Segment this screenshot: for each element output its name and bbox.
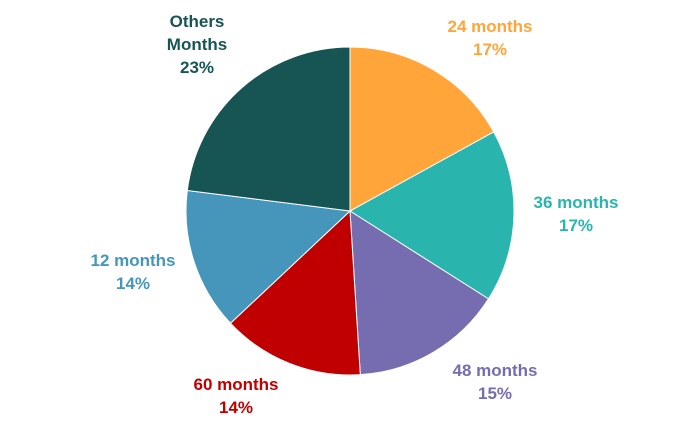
slice-label-line: 48 months: [452, 361, 537, 380]
pie-labels: 24 months 17% 36 months 17% 48 months 15% 60 m…: [90, 12, 618, 417]
slice-label-line: Months: [167, 35, 227, 54]
slice-label-48-months: 48 months 15%: [452, 361, 537, 403]
pie-slice-48-months: [349, 210, 490, 376]
slice-label-line: 17%: [473, 40, 507, 59]
pie-slice-36-months: [349, 131, 515, 300]
slice-label-36-months: 36 months 17%: [533, 193, 618, 235]
slice-label-line: 14%: [219, 398, 253, 417]
pie-slice-12-months: [185, 189, 352, 324]
slice-label-line: Others: [170, 12, 225, 31]
slice-label-line: 60 months: [193, 375, 278, 394]
slice-label-line: 12 months: [90, 251, 175, 270]
pie-slice-60-months: [229, 209, 361, 376]
slice-label-line: 14%: [116, 274, 150, 293]
pie-slice-24-months: [349, 46, 495, 212]
slice-label-12-months: 12 months 14%: [90, 251, 175, 293]
slice-label-line: 17%: [559, 216, 593, 235]
slice-label-others-months: Others Months 23%: [167, 12, 227, 77]
slice-label-line: 23%: [180, 58, 214, 77]
slice-label-60-months: 60 months 14%: [193, 375, 278, 417]
slice-label-line: 36 months: [533, 193, 618, 212]
slice-label-24-months: 24 months 17%: [447, 17, 532, 59]
slice-label-line: 24 months: [447, 17, 532, 36]
pie-slice-others-months: [186, 46, 351, 212]
slice-label-line: 15%: [478, 384, 512, 403]
pie-slices: [185, 46, 515, 376]
